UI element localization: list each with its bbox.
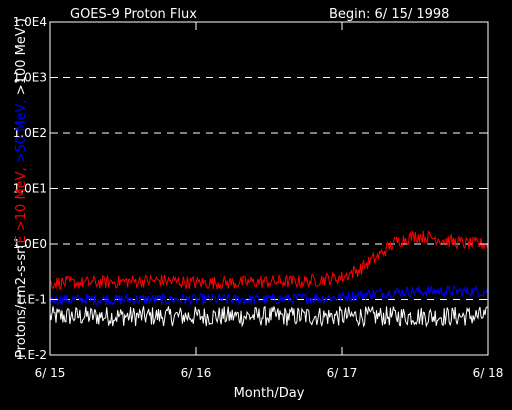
y-tick-label: 1.0E4 — [13, 15, 47, 29]
y-axis-label: Protons/cm2-s-sr(E >10 MeV, >50 MeV, >10… — [14, 18, 29, 358]
y-axis-label-part: E >10 MeV, — [14, 163, 29, 243]
x-tick-label: 6/ 17 — [327, 366, 358, 380]
y-tick-label: 1.0E0 — [13, 237, 47, 251]
y-axis-ticks: 1.E-2 1.E-1 1.0E0 1.0E1 1.0E2 1.0E3 1.0E4 — [13, 15, 488, 362]
y-axis-label-part: >50 MeV, — [14, 95, 29, 163]
begin-date-label: Begin: 6/ 15/ 1998 — [329, 7, 449, 22]
y-tick-label: 1.E-2 — [16, 348, 47, 362]
series-line-100-mev — [49, 305, 488, 328]
x-axis-label: Month/Day — [234, 386, 305, 401]
y-axis-label-part: Protons/cm2-s-sr( — [14, 243, 29, 358]
x-tick-label: 6/ 15 — [35, 366, 66, 380]
y-tick-label: 1.0E3 — [13, 71, 47, 85]
x-tick-label: 6/ 16 — [181, 366, 212, 380]
gridlines — [50, 77, 488, 300]
series-line-e-10-mev — [49, 230, 489, 290]
x-tick-label: 6/ 18 — [473, 366, 504, 380]
y-axis-label-part: >100 MeV ) — [14, 18, 29, 95]
y-tick-label: 1.E-1 — [16, 293, 47, 307]
series-group — [49, 230, 489, 328]
series-line-50-mev — [49, 285, 489, 307]
y-tick-label: 1.0E1 — [13, 182, 47, 196]
y-tick-label: 1.0E2 — [13, 126, 47, 140]
x-axis-ticks: 6/ 15 6/ 16 6/ 17 6/ 18 — [35, 22, 504, 380]
chart-title: GOES-9 Proton Flux — [70, 7, 197, 22]
